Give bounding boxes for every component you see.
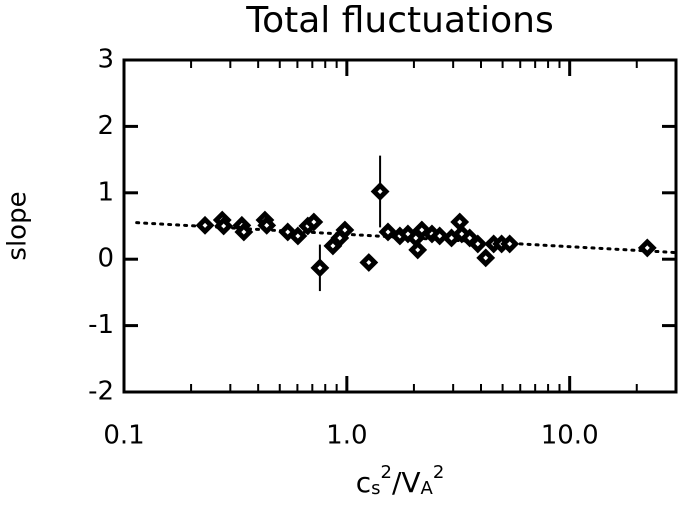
data-point-center: [437, 233, 443, 239]
y-tick-label: 2: [97, 111, 114, 141]
data-point-center: [419, 227, 425, 233]
data-point-center: [483, 255, 489, 261]
data-point-center: [342, 227, 348, 233]
data-point-center: [285, 229, 291, 235]
y-tick-label: -1: [88, 310, 114, 340]
x-tick-label: 1.0: [326, 421, 367, 451]
data-point-center: [330, 243, 336, 249]
x-tick-label: 10.0: [541, 421, 599, 451]
y-axis-label: slope: [3, 191, 33, 260]
data-point-center: [377, 188, 383, 194]
data-point-center: [507, 241, 513, 247]
data-point-center: [337, 235, 343, 241]
data-point-center: [311, 219, 317, 225]
data-point-center: [385, 229, 391, 235]
x-tick-label: 0.1: [103, 421, 144, 451]
data-point-center: [449, 235, 455, 241]
chart-title: Total fluctuations: [245, 0, 554, 41]
data-point-center: [317, 265, 323, 271]
data-point-center: [457, 219, 463, 225]
data-point-center: [415, 247, 421, 253]
data-point-center: [295, 233, 301, 239]
data-point-center: [644, 245, 650, 251]
data-point-center: [413, 235, 419, 241]
x-axis-label: cs2/VA2: [356, 462, 445, 499]
y-tick-label: 0: [97, 244, 114, 274]
data-point-center: [202, 222, 208, 228]
data-point-center: [241, 229, 247, 235]
y-tick-label: 3: [97, 45, 114, 75]
data-point-center: [264, 222, 270, 228]
data-point-center: [467, 235, 473, 241]
data-point-center: [366, 260, 372, 266]
y-tick-label: 1: [97, 177, 114, 207]
data-point-center: [475, 241, 481, 247]
plot-frame: [122, 58, 678, 394]
data-point-center: [221, 223, 227, 229]
y-tick-label: -2: [88, 377, 114, 407]
